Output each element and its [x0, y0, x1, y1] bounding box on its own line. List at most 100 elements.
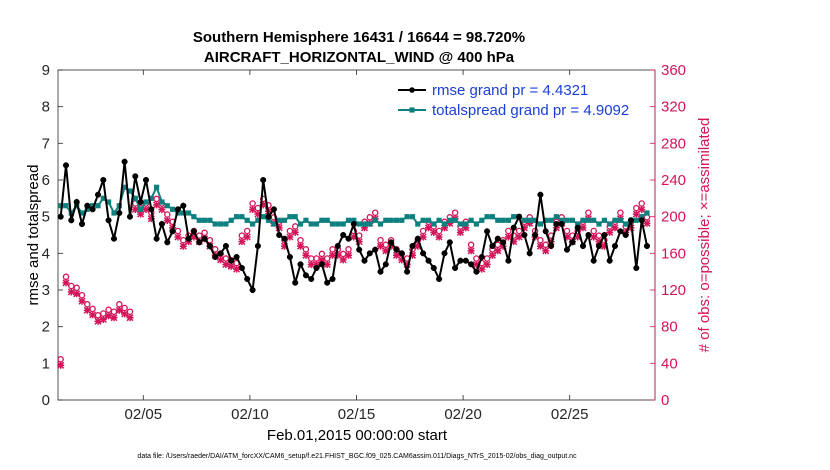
plot-area: 0 1 2 3 4 5 6 7 8 9 0 40 80 120 160 200 240 280 320 360 02/0… — [25, 62, 713, 423]
obs-assimilated-marker — [467, 247, 475, 255]
rmse-point — [548, 242, 555, 250]
rmse-point — [334, 242, 341, 250]
rmse-point — [382, 261, 389, 268]
obs-assimilated-marker — [611, 224, 619, 232]
rmse-point — [270, 206, 277, 213]
totalspread-point — [409, 214, 416, 220]
rmse-point — [265, 213, 272, 220]
totalspread-point — [303, 217, 309, 223]
y-right-tick-label: 40 — [661, 355, 678, 372]
totalspread-point — [255, 217, 261, 223]
obs-assimilated-marker — [344, 251, 353, 259]
totalspread-point — [276, 217, 282, 223]
chart-title-line1: Southern Hemisphere 16431 / 16644 = 98.7… — [193, 29, 525, 46]
obs-assimilated-marker — [99, 315, 107, 324]
totalspread-point — [106, 199, 112, 205]
totalspread-point — [250, 221, 256, 227]
totalspread-point — [186, 210, 192, 216]
totalspread-point — [468, 217, 474, 223]
rmse-point — [260, 176, 267, 184]
rmse-point — [233, 253, 240, 261]
totalspread-point — [532, 217, 538, 223]
totalspread-point — [553, 214, 559, 220]
totalspread-point — [154, 184, 160, 190]
rmse-point — [468, 261, 475, 268]
obs-assimilated-marker — [494, 247, 502, 255]
totalspread-point — [372, 217, 378, 223]
totalspread-point — [313, 221, 320, 227]
rmse-point — [132, 173, 139, 180]
rmse-point — [73, 198, 80, 206]
rmse-point — [505, 257, 512, 264]
rmse-point — [105, 217, 112, 224]
y-right-tick-label: 200 — [661, 209, 686, 226]
totalspread-point — [63, 203, 69, 209]
rmse-point — [228, 257, 235, 264]
rmse-point — [473, 268, 480, 275]
obs-assimilated-marker — [302, 251, 310, 259]
rmse-point — [537, 191, 544, 198]
rmse-point — [276, 231, 283, 239]
rmse-point — [62, 162, 70, 169]
y-tick-label: 2 — [42, 319, 50, 336]
totalspread-point — [90, 203, 96, 209]
totalspread-point — [377, 221, 384, 227]
rmse-point — [590, 257, 597, 264]
totalspread-point — [100, 195, 106, 201]
rmse-point — [420, 250, 427, 257]
totalspread-point — [287, 214, 293, 220]
rmse-point — [206, 242, 213, 250]
totalspread-point — [495, 217, 501, 223]
rmse-point — [569, 239, 576, 246]
rmse-point — [436, 275, 443, 283]
rmse-point — [526, 250, 533, 257]
rmse-point — [430, 264, 437, 272]
rmse-point — [601, 231, 608, 239]
rmse-point — [622, 231, 629, 239]
totalspread-point — [212, 221, 218, 227]
rmse-point — [89, 206, 96, 213]
rmse-point — [553, 220, 560, 228]
totalspread-point — [399, 217, 405, 223]
rmse-point — [78, 220, 86, 228]
obs-assimilated-marker — [339, 256, 347, 264]
totalspread-point — [569, 217, 575, 223]
totalspread-point — [447, 217, 453, 223]
rmse-point — [489, 242, 496, 250]
y-tick-label: 3 — [42, 282, 50, 299]
rmse-point — [356, 246, 363, 253]
totalspread-point — [335, 221, 341, 227]
rmse-point — [180, 202, 187, 209]
rmse-point — [425, 257, 432, 264]
y-tick-label: 4 — [42, 245, 50, 262]
totalspread-point — [623, 221, 629, 227]
rmse-point — [393, 246, 400, 253]
totalspread-point — [585, 217, 591, 223]
totalspread-point — [548, 217, 554, 223]
totalspread-point — [633, 217, 639, 223]
totalspread-point — [580, 217, 586, 223]
totalspread-point — [164, 203, 170, 209]
totalspread-point — [457, 221, 463, 227]
rmse-point — [638, 217, 645, 224]
totalspread-point — [218, 221, 224, 227]
rmse-point — [217, 250, 224, 257]
obs-assimilated-marker — [73, 290, 81, 298]
rmse-point — [595, 242, 603, 250]
rmse-point — [153, 235, 160, 242]
footer-text: data file: /Users/raeder/DAI/ATM_forcXX/… — [137, 453, 577, 460]
rmse-point — [366, 250, 373, 257]
y-right-tick-label: 280 — [661, 135, 686, 152]
totalspread-point — [196, 217, 202, 223]
totalspread-point — [367, 221, 373, 227]
rmse-point — [494, 235, 501, 242]
totalspread-point — [484, 214, 490, 220]
rmse-point — [121, 158, 128, 165]
rmse-point — [142, 176, 150, 184]
totalspread-point — [564, 217, 570, 223]
rmse-point — [478, 253, 485, 261]
rmse-point — [532, 231, 539, 239]
totalspread-point — [404, 214, 410, 220]
rmse-point — [244, 275, 251, 283]
y-right-tick-label: 360 — [661, 62, 686, 79]
